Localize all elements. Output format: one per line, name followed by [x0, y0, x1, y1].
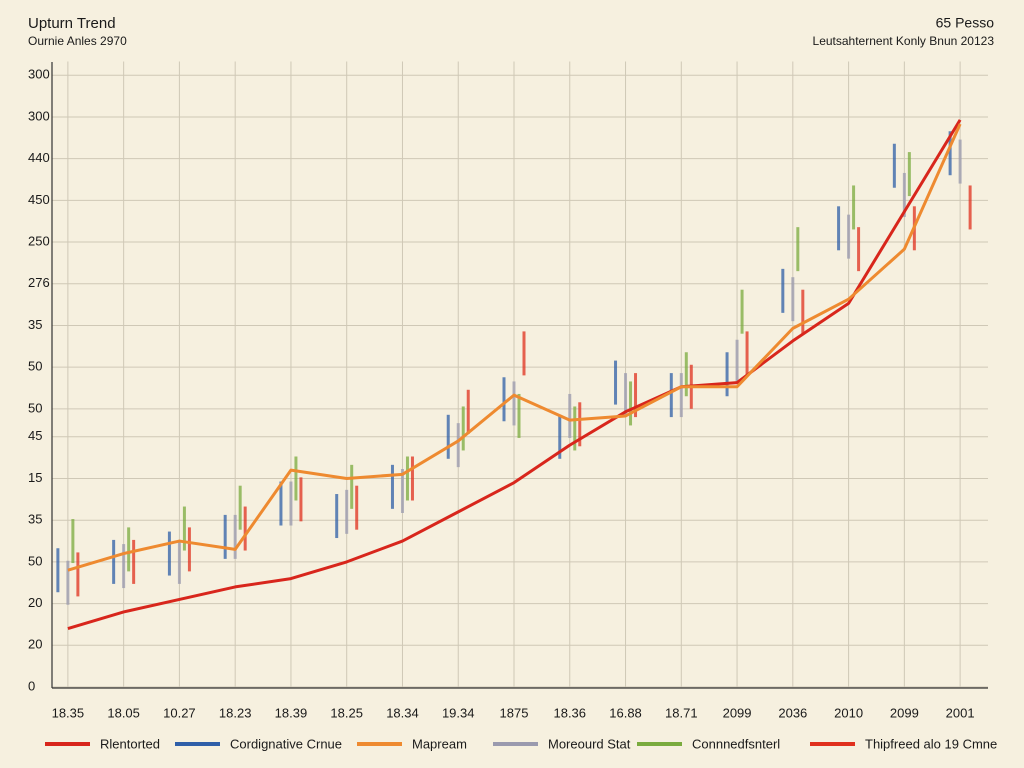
- legend: Rlentorted Cordignative Crnue Mapream Moreo…: [45, 736, 997, 751]
- x-tick-label: 10.27: [163, 705, 196, 720]
- x-tick-label: 18.34: [386, 705, 419, 720]
- plot-area: [56, 119, 972, 631]
- x-tick-label: 2099: [723, 705, 752, 720]
- x-tick-label: 2099: [890, 705, 919, 720]
- y-tick-label: 0: [28, 678, 35, 693]
- annotation: Leutsahternent Konly Bnun 20123: [813, 34, 995, 48]
- x-tick-label: 16.88: [609, 705, 642, 720]
- legend-label: Moreourd Stat: [548, 736, 631, 751]
- x-tick-label: 18.39: [275, 705, 308, 720]
- y-tick-label: 20: [28, 637, 42, 652]
- legend-label: Rlentorted: [100, 736, 160, 751]
- y-tick-label: 50: [28, 400, 42, 415]
- x-tick-label: 2010: [834, 705, 863, 720]
- y-tick-label: 50: [28, 553, 42, 568]
- y-tick-label: 15: [28, 470, 42, 485]
- x-tick-label: 2001: [946, 705, 975, 720]
- legend-label: Cordignative Crnue: [230, 736, 342, 751]
- annotation: 65 Pesso: [936, 15, 995, 31]
- legend-label: Thipfreed alo 19 Cmne: [865, 736, 997, 751]
- chart-subtitle: Ournie Anles 2970: [28, 34, 127, 48]
- x-tick-label: 18.05: [107, 705, 140, 720]
- y-tick-label: 35: [28, 317, 42, 332]
- x-tick-label: 18.71: [665, 705, 698, 720]
- x-tick-label: 2036: [778, 705, 807, 720]
- y-tick-label: 20: [28, 595, 42, 610]
- y-tick-label: 35: [28, 512, 42, 527]
- legend-label: Connnedfsnterl: [692, 736, 780, 751]
- grid: 0 20 20 50 35 15 45 50 50 35 276 250 450 440 300 300 18.…: [28, 61, 988, 720]
- x-tick-label: 18.36: [553, 705, 586, 720]
- y-tick-label: 450: [28, 192, 50, 207]
- y-tick-label: 45: [28, 428, 42, 443]
- y-tick-label: 440: [28, 150, 50, 165]
- x-tick-label: 1875: [500, 705, 529, 720]
- legend-label: Mapream: [412, 736, 467, 751]
- x-tick-label: 18.35: [52, 705, 85, 720]
- y-tick-label: 276: [28, 275, 50, 290]
- x-tick-label: 19.34: [442, 705, 475, 720]
- y-tick-label: 250: [28, 233, 50, 248]
- series-line: [67, 119, 962, 631]
- series-line: [67, 123, 962, 572]
- chart-title: Upturn Trend: [28, 15, 116, 32]
- x-tick-label: 18.25: [330, 705, 363, 720]
- y-tick-label: 50: [28, 359, 42, 374]
- y-tick-label: 300: [28, 67, 50, 82]
- y-tick-label: 300: [28, 108, 50, 123]
- x-tick-label: 18.23: [219, 705, 252, 720]
